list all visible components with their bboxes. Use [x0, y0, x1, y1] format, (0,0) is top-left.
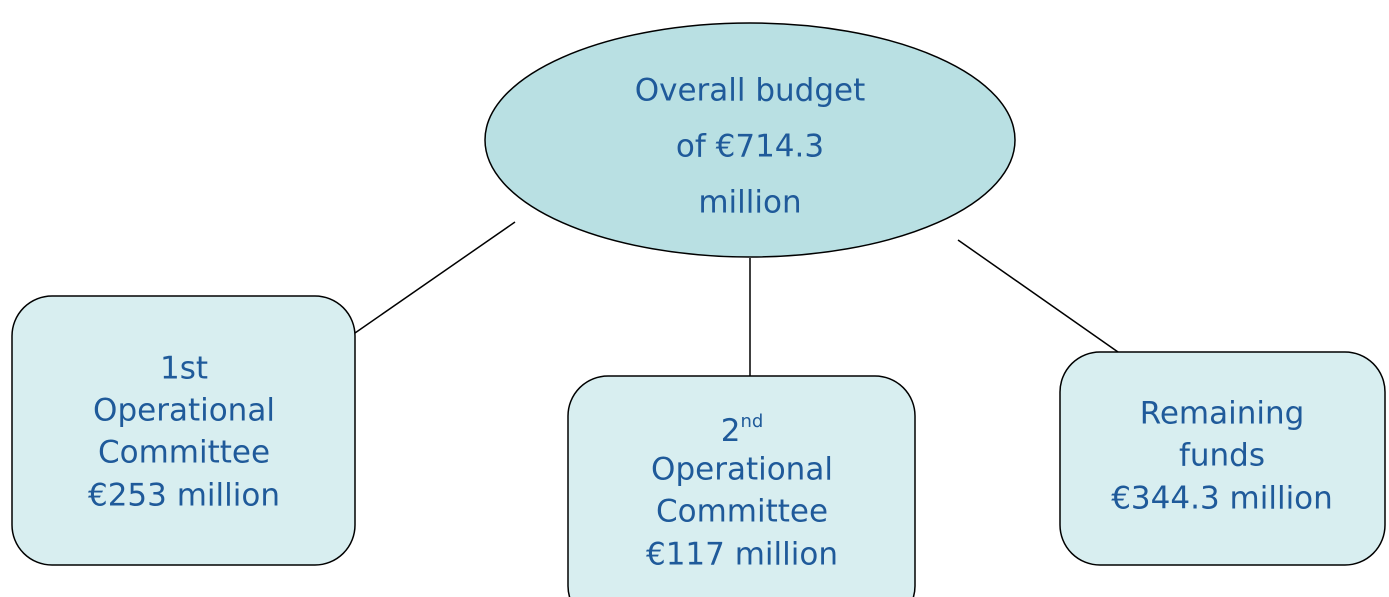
node-text: Committee: [656, 494, 828, 530]
node-heading: 2nd: [721, 411, 764, 449]
connector: [354, 221, 516, 334]
node-text: Operational: [93, 393, 275, 429]
node-text: Operational: [651, 452, 833, 488]
node-box: [11, 295, 356, 566]
node-text: Remaining: [1140, 396, 1305, 432]
node-box: [567, 375, 916, 597]
node-text: €117 million: [646, 537, 838, 573]
node-text: of €714.3: [676, 129, 824, 165]
node-text: million: [698, 185, 801, 221]
node-text: €253 million: [88, 478, 280, 514]
node-text: Committee: [98, 435, 270, 471]
root-node: [484, 22, 1016, 258]
node-text: Overall budget: [635, 73, 866, 109]
heading-base: 2: [721, 413, 741, 449]
node-box: [1059, 351, 1386, 566]
heading-sup: nd: [740, 411, 763, 432]
connector: [957, 239, 1119, 353]
node-text: €344.3 million: [1111, 481, 1333, 517]
node-text: 1st: [160, 351, 208, 387]
node-text: funds: [1179, 438, 1265, 474]
